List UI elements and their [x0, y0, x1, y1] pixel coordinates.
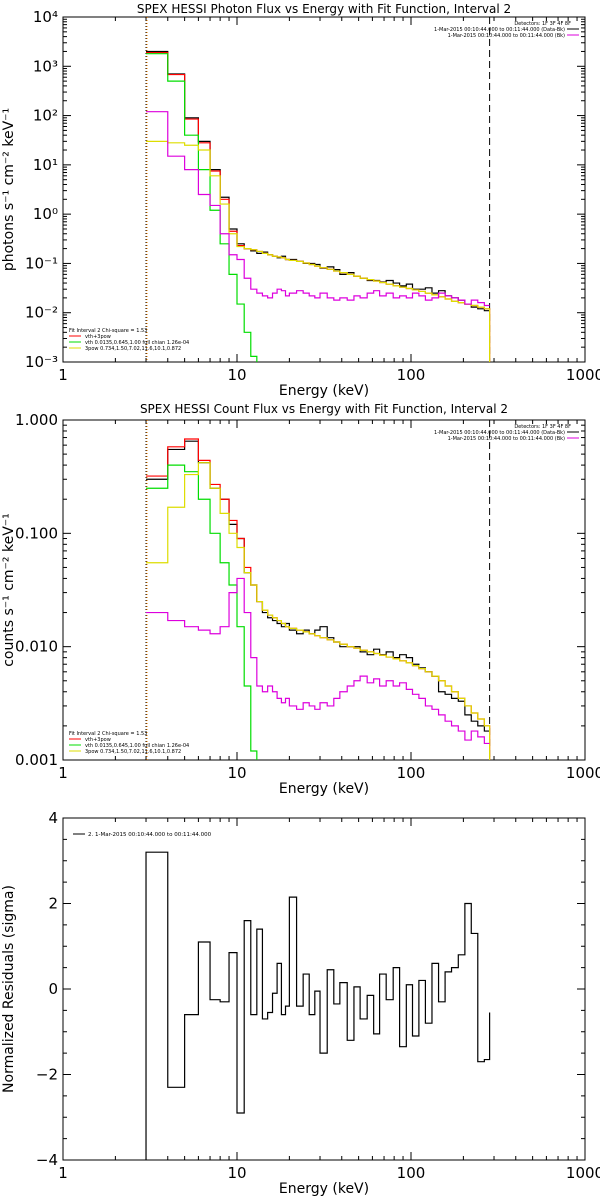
photon-y-tick-label: 10¹ [33, 156, 58, 174]
photon-fit-legend-entry: vth+3pow [85, 334, 111, 340]
count-x-tick-label: 1 [58, 764, 68, 782]
residuals-series-residual [145, 851, 491, 1160]
count-series-background [146, 577, 490, 745]
photon-x-tick-label: 1 [58, 366, 68, 384]
count-y-axis-title: counts s⁻¹ cm⁻² keV⁻¹ [1, 513, 17, 667]
count-legend-entry: 1-Mar-2015 00:10:44.000 to 00:11:44.000 … [448, 436, 565, 442]
count-y-tick-label: 0.001 [15, 751, 58, 769]
photon-axes-frame [62, 16, 586, 363]
residuals-y-tick-label: 4 [48, 809, 58, 827]
count-title: SPEX HESSI Count Flux vs Energy with Fit… [140, 402, 508, 416]
residuals-x-tick-label: 1000 [566, 1164, 600, 1182]
photon-series-data [146, 50, 490, 312]
residuals-y-tick-label: 2 [48, 895, 58, 913]
photon-y-tick-label: 10⁻³ [25, 353, 58, 371]
photon-title: SPEX HESSI Photon Flux vs Energy with Fi… [137, 2, 511, 16]
photon-panel: 1 10 100 1000 10⁻³ 10⁻² 10⁻¹ 10⁰ 10¹ 10² 10³ 10⁴ SPE… [1, 2, 600, 399]
residuals-x-axis-title: Energy (keV) [279, 1181, 369, 1197]
photon-series-thermal [146, 53, 258, 362]
photon-x-tick-label: 1000 [566, 366, 600, 384]
photon-x-axis-title: Energy (keV) [279, 383, 369, 399]
count-y-tick-label: 0.010 [15, 638, 58, 656]
residuals-x-tick-label: 10 [227, 1164, 246, 1182]
photon-legend-entry: 1-Mar-2015 00:10:44.000 to 00:11:44.000 … [434, 27, 565, 33]
count-series-data [146, 440, 490, 732]
count-x-tick-label: 100 [397, 764, 426, 782]
count-x-axis-title: Energy (keV) [279, 781, 369, 797]
count-legend-entry: 1-Mar-2015 00:10:44.000 to 00:11:44.000 … [434, 430, 565, 436]
photon-x-tick-label: 100 [397, 366, 426, 384]
count-y-tick-label: 0.100 [15, 524, 58, 542]
residuals-x-tick-label: 1 [58, 1164, 68, 1182]
residuals-legend-entry: 2. 1-Mar-2015 00:10:44.000 to 00:11:44.0… [88, 832, 212, 838]
photon-fit-legend-entry: vth 0.0135,0.645,1.00 full chian 1.26e-0… [85, 340, 189, 346]
count-axes-frame [62, 419, 586, 761]
count-fit-legend-header: Fit Interval 2 Chi-square = 1.53 [69, 731, 147, 737]
photon-series-background [146, 111, 490, 307]
count-y-tick-label: 1.000 [15, 411, 58, 429]
photon-legend-header: Detectors: 1F 3F 4F 8F [514, 21, 571, 27]
photon-y-axis-title: photons s⁻¹ cm⁻² keV⁻¹ [1, 108, 17, 271]
residuals-panel: 1 10 100 1000 −4 −2 0 2 4 Energy (keV) Normalized … [1, 809, 600, 1197]
photon-fit-legend-entry: 3pow 0.734,1.50,7.02,11.6,10.1,0.872 [85, 346, 181, 352]
residuals-y-tick-label: 0 [48, 980, 58, 998]
count-fit-legend-entry: vth+3pow [85, 737, 111, 743]
count-fit-legend-entry: vth 0.0135,0.645,1.00 full chian 1.26e-0… [85, 743, 189, 749]
photon-fit-legend-header: Fit Interval 2 Chi-square = 1.53 [69, 328, 147, 334]
count-legend-header: Detectors: 1F 3F 4F 8F [514, 424, 571, 430]
photon-y-tick-label: 10² [33, 107, 58, 125]
count-x-tick-label: 10 [227, 764, 246, 782]
photon-x-tick-label: 10 [227, 366, 246, 384]
photon-legend-entry: 1-Mar-2015 00:10:44.000 to 00:11:44.000 … [448, 33, 565, 39]
photon-y-tick-label: 10⁰ [33, 205, 58, 223]
count-fit-legend-entry: 3pow 0.734,1.50,7.02,11.6,10.1,0.872 [85, 749, 181, 755]
residuals-x-tick-label: 100 [397, 1164, 426, 1182]
residuals-y-axis-title: Normalized Residuals (sigma) [1, 885, 17, 1093]
photon-y-tick-label: 10⁴ [33, 8, 58, 26]
residuals-axes-frame [62, 817, 586, 1161]
residuals-y-tick-label: −4 [36, 1151, 58, 1169]
photon-series-total [146, 51, 491, 362]
residuals-y-tick-label: −2 [36, 1066, 58, 1084]
photon-y-tick-label: 10³ [33, 57, 58, 75]
photon-y-tick-label: 10⁻² [25, 304, 58, 322]
photon-series-powerlaw [146, 140, 491, 362]
count-series-thermal [146, 464, 258, 760]
count-series-powerlaw [146, 462, 491, 760]
count-x-tick-label: 1000 [566, 764, 600, 782]
count-panel: 1 10 100 1000 0.001 0.010 0.100 1.000 SPEX HESSI… [1, 402, 600, 797]
photon-y-tick-label: 10⁻¹ [25, 254, 58, 272]
